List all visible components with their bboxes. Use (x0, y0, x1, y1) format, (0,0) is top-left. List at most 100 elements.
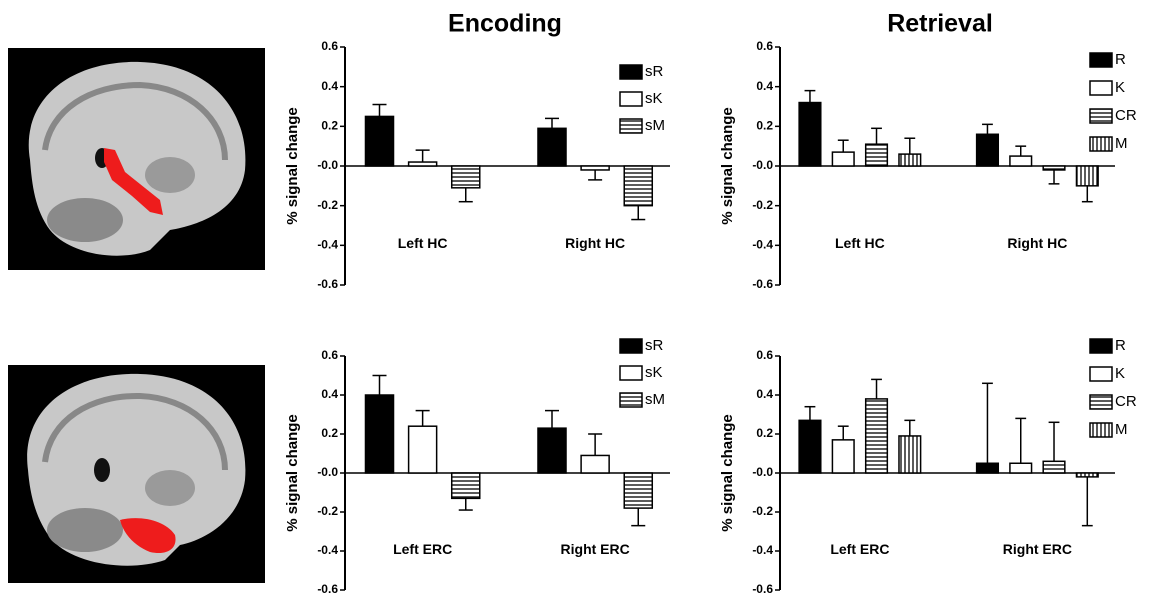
bar (452, 166, 480, 188)
y-tick-label: -0.2 (752, 198, 773, 212)
y-axis-label: % signal change (284, 414, 301, 532)
bar (581, 166, 609, 170)
error-bar (588, 434, 602, 455)
bar (799, 103, 821, 166)
y-axis-label: % signal change (719, 414, 736, 532)
bar (1076, 166, 1098, 186)
bar-chart: -0.6-0.4-0.2-0.00.20.40.6% signal change… (719, 337, 1137, 596)
y-tick-label: -0.2 (317, 198, 338, 212)
bar (624, 473, 652, 508)
y-tick-label: 0.4 (756, 387, 773, 401)
bar-chart: -0.6-0.4-0.2-0.00.20.40.6% signal change… (284, 337, 670, 596)
y-tick-label: -0.2 (752, 504, 773, 518)
legend-swatch (620, 65, 642, 79)
legend-label: sR (645, 63, 664, 80)
bar (1043, 166, 1065, 170)
y-tick-label: 0.6 (321, 348, 338, 362)
bar (365, 116, 393, 166)
error-bar (372, 376, 386, 396)
brain-image-erc (8, 365, 265, 583)
legend-swatch (620, 393, 642, 407)
bar (538, 128, 566, 166)
legend-swatch (620, 92, 642, 106)
error-bar (871, 128, 882, 144)
bar (832, 152, 854, 166)
bar (452, 473, 480, 498)
category-label: Left ERC (393, 541, 452, 557)
category-label: Right ERC (1003, 541, 1072, 557)
error-bar (1015, 418, 1026, 463)
error-bar (588, 170, 602, 180)
legend-swatch (1090, 109, 1112, 123)
bar (409, 426, 437, 473)
error-bar (838, 426, 849, 440)
error-bar (459, 498, 473, 510)
bar (1010, 463, 1032, 473)
bar (409, 162, 437, 166)
y-tick-label: 0.6 (321, 39, 338, 53)
legend-swatch (1090, 53, 1112, 67)
error-bar (1015, 146, 1026, 156)
error-bar (416, 150, 430, 162)
legend-swatch (620, 339, 642, 353)
y-tick-label: 0.4 (321, 387, 338, 401)
y-tick-label: -0.0 (752, 158, 773, 172)
error-bar (1082, 477, 1093, 526)
y-tick-label: 0.4 (756, 79, 773, 93)
error-bar (416, 411, 430, 427)
legend-swatch (1090, 137, 1112, 151)
y-tick-label: 0.6 (756, 39, 773, 53)
legend-label: R (1115, 337, 1126, 354)
y-tick-label: -0.0 (317, 465, 338, 479)
bar (1076, 473, 1098, 477)
legend-swatch (1090, 395, 1112, 409)
column-title: Retrieval (887, 10, 993, 38)
y-tick-label: -0.6 (752, 582, 773, 596)
y-tick-label: 0.2 (321, 426, 338, 440)
error-bar (904, 420, 915, 436)
legend-label: M (1115, 135, 1128, 152)
y-tick-label: -0.2 (317, 504, 338, 518)
category-label: Left HC (398, 235, 448, 251)
bar (1010, 156, 1032, 166)
y-axis-label: % signal change (719, 107, 736, 225)
bar (538, 428, 566, 473)
legend-label: CR (1115, 393, 1137, 410)
error-bar (1082, 186, 1093, 202)
y-tick-label: -0.0 (752, 465, 773, 479)
y-tick-label: -0.4 (752, 543, 773, 557)
error-bar (631, 206, 645, 220)
bar (832, 440, 854, 473)
y-tick-label: -0.6 (317, 277, 338, 291)
bar-chart: -0.6-0.4-0.2-0.00.20.40.6% signal change… (719, 39, 1137, 291)
bar (624, 166, 652, 206)
bar (977, 463, 999, 473)
bar (899, 154, 921, 166)
error-bar (982, 124, 993, 134)
error-bar (545, 411, 559, 429)
error-bar (459, 188, 473, 202)
y-tick-label: -0.0 (317, 158, 338, 172)
y-axis-label: % signal change (284, 107, 301, 225)
legend-swatch (1090, 423, 1112, 437)
category-label: Right ERC (561, 541, 630, 557)
legend-label: CR (1115, 107, 1137, 124)
legend-label: R (1115, 51, 1126, 68)
y-tick-label: -0.4 (317, 543, 338, 557)
bar (799, 420, 821, 473)
error-bar (1049, 170, 1060, 184)
error-bar (904, 138, 915, 154)
legend-label: sR (645, 337, 664, 354)
error-bar (805, 91, 816, 103)
legend-swatch (620, 366, 642, 380)
legend-label: sM (645, 391, 665, 408)
legend-swatch (1090, 339, 1112, 353)
error-bar (838, 140, 849, 152)
legend-label: sK (645, 90, 663, 107)
brain-image-hc (8, 48, 265, 270)
error-bar (982, 383, 993, 463)
bar (365, 395, 393, 473)
error-bar (871, 379, 882, 399)
bar (899, 436, 921, 473)
legend-label: sM (645, 117, 665, 134)
